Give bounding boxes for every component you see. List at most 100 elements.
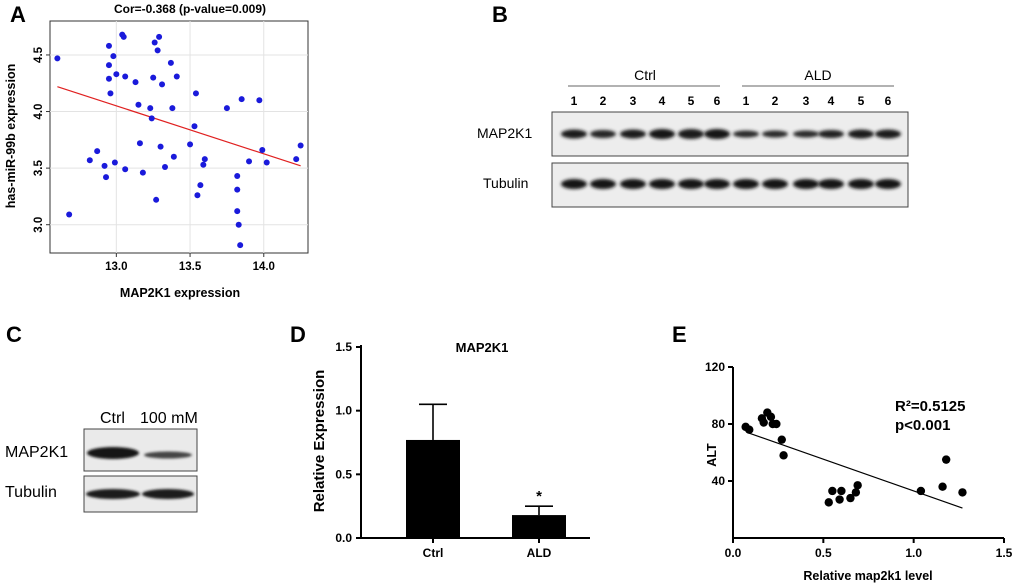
- blot-c-row1-label: MAP2K1: [5, 444, 68, 461]
- chart-e-point: [835, 495, 844, 504]
- blot-b-map2k1-band: [733, 130, 759, 138]
- chart-a-point: [191, 123, 198, 130]
- panel-label-d: D: [290, 322, 306, 347]
- blot-b-lane-number: 5: [688, 94, 695, 108]
- chart-a-point: [200, 161, 207, 168]
- chart-a-point: [223, 105, 230, 112]
- chart-e-xtick-label: 1.0: [905, 546, 922, 560]
- blot-c-band-treated-tubulin: [142, 489, 194, 499]
- chart-d-bars: Ctrl ALD *: [406, 403, 566, 560]
- blot-b-tubulin-band: [678, 179, 704, 189]
- chart-e-point: [766, 412, 776, 422]
- chart-e-point: [824, 498, 833, 507]
- chart-e-ytick-label: 40: [712, 474, 726, 488]
- chart-a-point: [105, 75, 112, 82]
- chart-e-point: [846, 493, 855, 503]
- chart-e-point: [759, 418, 768, 427]
- chart-e-ylabel: ALT: [705, 443, 719, 467]
- blot-b-row2-label: Tubulin: [483, 175, 528, 191]
- chart-a-ytick-label: 3.5: [33, 160, 45, 177]
- blot-b-lane-number: 6: [885, 94, 892, 108]
- chart-a-point: [103, 174, 110, 181]
- chart-a-yticks: 3.0 3.5 4.0 4.5: [33, 46, 50, 233]
- chart-a-point: [201, 156, 208, 163]
- blot-b-row1-label: MAP2K1: [477, 125, 532, 141]
- chart-e-xtick-label: 0.0: [725, 546, 742, 560]
- blot-b-tubulin-band: [875, 179, 901, 189]
- blot-b-map2k1-band: [620, 129, 646, 139]
- blot-b-map2k1-band: [678, 129, 704, 139]
- chart-a-point: [107, 90, 114, 97]
- chart-e-trendline: [747, 431, 963, 509]
- chart-d-yticks: 0.0 0.5 1.0 1.5: [335, 340, 361, 545]
- chart-e-point: [941, 455, 951, 464]
- chart-a-point: [113, 71, 120, 78]
- chart-a-point: [234, 173, 241, 180]
- chart-a-point: [132, 79, 139, 86]
- chart-a-point: [263, 159, 270, 166]
- blot-b-ald-label: ALD: [804, 67, 831, 83]
- chart-a-point: [259, 147, 266, 154]
- chart-a-gridlines: [50, 21, 308, 253]
- chart-a-xtick-label: 13.0: [105, 261, 127, 273]
- blot-b-tubulin-band: [818, 179, 844, 189]
- chart-e-point: [938, 482, 947, 491]
- blot-b-tubulin-bands: [561, 179, 901, 189]
- chart-a-point: [234, 208, 241, 215]
- blot-b-tubulin-band: [561, 179, 587, 189]
- blot-b-map2k1-band: [875, 129, 901, 139]
- chart-a-xticks: 13.0 13.5 14.0: [105, 253, 275, 273]
- chart-a-point: [147, 105, 154, 112]
- blot-b-map2k1-band: [848, 129, 874, 139]
- chart-e-ticks: 0.0 0.5 1.0 1.5 40 80 120: [705, 360, 1013, 560]
- chart-a-point: [135, 101, 142, 108]
- chart-e-r2-annotation: R²=0.5125: [895, 398, 965, 415]
- blot-c-map2k1-membrane: [83, 428, 198, 472]
- chart-e-xlabel: Relative map2k1 level: [803, 569, 932, 583]
- chart-a-point: [150, 74, 157, 81]
- blot-b-map2k1-band: [793, 130, 819, 138]
- blot-b-tubulin-band: [848, 179, 874, 189]
- chart-a-point: [120, 33, 127, 40]
- chart-a-point: [234, 186, 241, 193]
- chart-d-bar: [406, 439, 460, 538]
- chart-a-point: [246, 158, 253, 165]
- blot-b-map2k1-band: [649, 129, 675, 139]
- chart-e-point: [772, 419, 781, 429]
- chart-a-xtick-label: 13.5: [179, 261, 202, 273]
- chart-d-ytick-label: 1.5: [335, 340, 352, 354]
- chart-d-ytick-label: 0.0: [335, 531, 352, 545]
- blot-b-lane-number: 2: [772, 94, 779, 108]
- chart-e-ytick-label: 120: [705, 360, 725, 374]
- chart-a-trendline-group: [57, 86, 301, 167]
- chart-a-point: [105, 42, 112, 49]
- blot-c-band-treated-map2k1: [144, 451, 192, 459]
- chart-a-point: [154, 47, 161, 54]
- blot-b-map2k1-band: [818, 130, 844, 138]
- blot-b-lane-number: 1: [571, 94, 578, 108]
- blot-b-lane-number: 2: [600, 94, 607, 108]
- chart-a-title: Cor=-0.368 (p-value=0.009): [114, 2, 266, 16]
- blot-b-tubulin-band: [590, 179, 616, 189]
- chart-a-point: [194, 192, 201, 199]
- chart-a-point: [110, 53, 117, 60]
- blot-b-tubulin-band: [733, 179, 759, 189]
- chart-e-trendline-group: [747, 431, 963, 509]
- blot-b-lane-number: 3: [630, 94, 637, 108]
- chart-d-significance-star: *: [536, 488, 542, 505]
- chart-d-ytick-label: 1.0: [335, 404, 352, 418]
- panel-label-e: E: [672, 322, 687, 347]
- chart-e-point: [916, 486, 926, 496]
- blot-b-lane-number: 4: [659, 94, 666, 108]
- panel-label-c: C: [6, 322, 22, 347]
- blot-b-lane-number: 4: [828, 94, 835, 108]
- chart-a-point: [167, 59, 174, 66]
- chart-e-points: [741, 408, 967, 507]
- chart-a-point: [156, 33, 163, 40]
- chart-d-ytick-label: 0.5: [335, 467, 352, 481]
- blot-b-tubulin-band: [762, 179, 788, 189]
- chart-a-frame: [49, 20, 309, 254]
- blot-b-map2k1-band: [561, 129, 587, 139]
- chart-e-point: [837, 486, 846, 496]
